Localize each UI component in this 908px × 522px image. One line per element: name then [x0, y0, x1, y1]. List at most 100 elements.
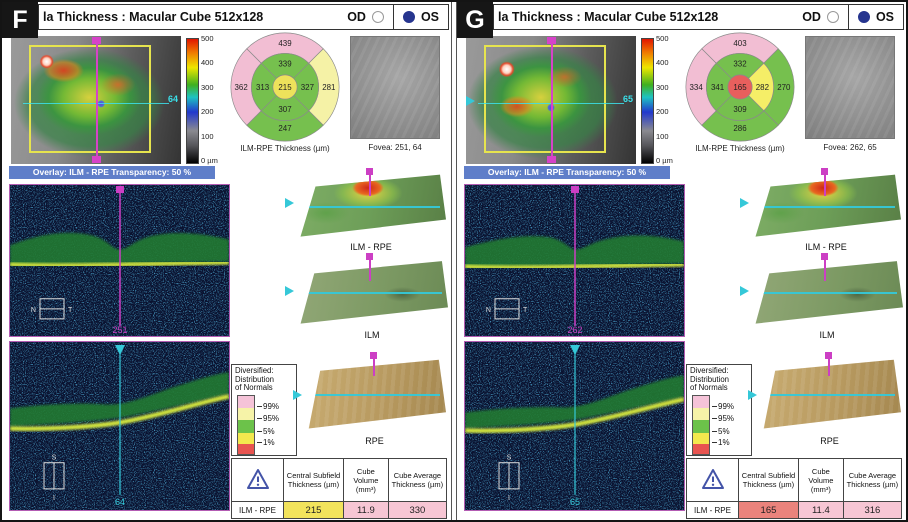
cube-volume-value: 11.4 [797, 501, 844, 519]
legend-band-yellow [238, 433, 254, 445]
scan-handle-bottom[interactable] [547, 156, 556, 163]
surface-scan-line [302, 292, 442, 295]
fovea-coordinates: Fovea: 251, 64 [368, 143, 422, 152]
surface-arrow-icon [285, 198, 294, 208]
horizontal-bscan-image: 262 N T [464, 184, 685, 337]
etdrs-grid: 403 332 334 341 165 282 270 309 286 [685, 32, 795, 142]
od-option[interactable]: OD [793, 5, 848, 29]
bscan-cursor-handle[interactable] [116, 186, 124, 194]
cube-volume-value: 11.9 [342, 501, 389, 519]
eye-selector: OD OS [793, 5, 903, 29]
legend-band-paleyellow [693, 408, 709, 421]
report-header: la Thickness : Macular Cube 512x128 OD O… [38, 4, 449, 30]
thickness-color-scale [641, 38, 654, 164]
scan-position-arrow-icon [466, 96, 475, 107]
legend-band-pink [693, 396, 709, 409]
bscan-slice-number: 65 [570, 497, 580, 507]
surface-pin-stem [824, 259, 826, 281]
bscan-cursor-handle[interactable] [571, 186, 579, 194]
col-header-cube-volume: Cube Volume (mm³) [342, 458, 389, 502]
surface-pin-stem [369, 174, 371, 196]
surface-map-label: ILM [819, 330, 835, 340]
scan-handle-top[interactable] [547, 37, 556, 44]
etdrs-caption: ILM-RPE Thickness (µm) [695, 144, 785, 153]
warning-icon-cell [686, 458, 739, 502]
central-subfield-value: 165 [738, 501, 799, 519]
retina-band [10, 232, 229, 266]
legend-body: 99% 95% 5% 1% [235, 395, 296, 456]
legend-tick-99: 99% [263, 402, 280, 412]
scale-0: 0 µm [656, 155, 673, 165]
surface-map-ilm-rpe [755, 174, 901, 237]
legend-band-red [238, 444, 254, 455]
rpe-layer-line [465, 262, 684, 270]
od-option[interactable]: OD [338, 5, 393, 29]
color-scale-labels: 500 400 300 200 100 0 µm [656, 34, 673, 165]
os-option[interactable]: OS [849, 5, 903, 29]
bscan-slice-number: 64 [115, 497, 125, 507]
od-radio-icon[interactable] [371, 11, 384, 23]
os-option[interactable]: OS [394, 5, 448, 29]
scale-400: 400 [201, 58, 214, 68]
scale-100: 100 [656, 131, 669, 141]
legend-title-line1: Diversified: [235, 366, 274, 375]
vertical-bscan-image: 64 S I [9, 341, 230, 511]
cube-average-value: 316 [842, 501, 903, 519]
od-label: OD [347, 10, 366, 24]
surface-pin-stem [828, 358, 830, 376]
cube-boundary-box [29, 45, 151, 153]
legend-band-red [693, 444, 709, 455]
hscan-number: 64 [167, 93, 178, 104]
orientation-inferior: I [508, 495, 510, 502]
bscan-cursor-arrow-icon[interactable] [115, 345, 125, 356]
etdrs-value-inner-bottom: 307 [278, 105, 291, 114]
scan-handle-bottom[interactable] [92, 156, 101, 163]
scale-300: 300 [656, 82, 669, 92]
thickness-color-scale [186, 38, 199, 164]
scan-handle-top[interactable] [92, 37, 101, 44]
retina-band [10, 372, 229, 427]
surface-arrow-icon [285, 286, 294, 296]
scale-200: 200 [656, 107, 669, 117]
cube-boundary-box [484, 45, 606, 153]
orientation-nasal: N [486, 307, 491, 314]
legend-band-paleyellow [238, 408, 254, 421]
orientation-inferior: I [53, 495, 55, 502]
surface-pin-stem [824, 174, 826, 196]
fundus-photo [805, 36, 895, 139]
warning-icon [701, 469, 724, 489]
etdrs-value-center: 165 [733, 83, 747, 92]
os-radio-icon[interactable] [402, 11, 415, 23]
scale-100: 100 [201, 131, 214, 141]
etdrs-center [272, 74, 298, 100]
etdrs-value-inner-top: 339 [278, 59, 292, 68]
legend-ticks: 99% 95% 5% 1% [712, 395, 750, 455]
legend-band-yellow [693, 433, 709, 445]
etdrs-value-outer-left: 362 [235, 83, 248, 92]
bscan-cursor-arrow-icon[interactable] [570, 345, 580, 356]
etdrs-value-center: 215 [278, 83, 292, 92]
legend-color-strip [692, 395, 710, 456]
vertical-scan-line [96, 40, 98, 160]
etdrs-value-inner-left: 341 [711, 83, 725, 92]
legend-title-line2: Distribution [690, 374, 729, 384]
thickness-summary-table: Central Subfield Thickness (µm) Cube Vol… [231, 458, 448, 519]
distribution-of-normals-legend: Diversified: Distribution of Normals 99%… [231, 364, 297, 456]
col-header-cube-volume: Cube Volume (mm³) [797, 458, 844, 502]
scale-500: 500 [201, 34, 214, 43]
scale-300: 300 [201, 82, 214, 92]
os-radio-icon[interactable] [857, 11, 870, 23]
surface-map-ilm [300, 261, 448, 324]
row-label: ILM - RPE [686, 501, 739, 519]
od-radio-icon[interactable] [826, 11, 839, 23]
surface-map-label: ILM - RPE [805, 242, 847, 252]
surface-map-ilm-rpe [300, 174, 446, 237]
surface-scan-line [308, 394, 441, 397]
legend-title: Diversified: Distribution of Normals [235, 366, 296, 393]
orientation-superior: S [52, 455, 57, 462]
fundus-photo [350, 36, 440, 139]
retina-band [465, 375, 684, 429]
surface-map-ilm [755, 261, 903, 324]
orientation-temporal: T [523, 307, 528, 314]
